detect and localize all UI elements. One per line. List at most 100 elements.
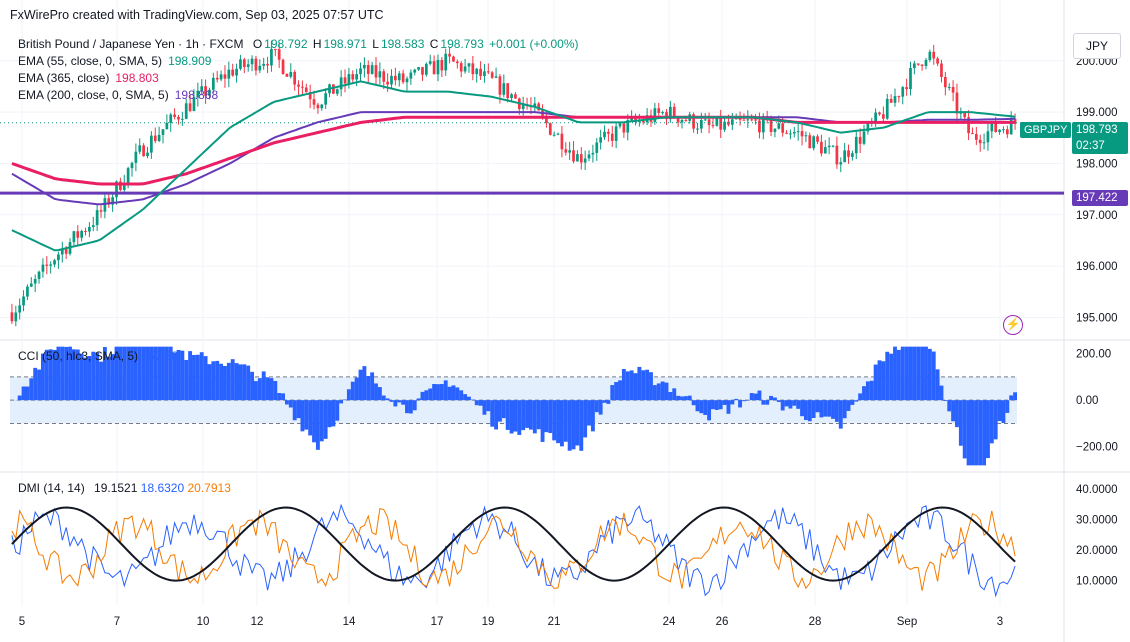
cci-bar xyxy=(428,388,433,401)
cci-bar xyxy=(308,400,313,436)
ema55-legend[interactable]: EMA (55, close, 0, SMA, 5) 198.909 xyxy=(18,53,211,69)
cci-tick-label: 0.00 xyxy=(1076,395,1098,407)
candle-body xyxy=(308,92,312,100)
candle-body xyxy=(436,59,440,75)
cci-bar xyxy=(556,400,560,444)
candle-body xyxy=(134,151,138,163)
cci-bar xyxy=(567,400,572,451)
cci-bar xyxy=(211,361,216,401)
cci-bar xyxy=(145,346,150,401)
cci-bar xyxy=(180,350,185,401)
candle-body xyxy=(146,152,149,157)
cci-bar xyxy=(943,400,948,402)
candle-body xyxy=(208,89,211,96)
cci-bar xyxy=(958,400,963,446)
candle-body xyxy=(719,117,723,130)
cci-bar xyxy=(397,400,402,403)
candle-body xyxy=(932,51,936,59)
candle-body xyxy=(126,168,130,184)
cci-legend[interactable]: CCI (50, hlc3, SMA, 5) −57.38 xyxy=(18,348,178,364)
cci-bar xyxy=(664,382,669,401)
candle-body xyxy=(746,119,750,121)
cci-bar xyxy=(455,387,460,401)
cci-bar xyxy=(765,400,770,405)
candle-body xyxy=(893,96,897,103)
cci-bar xyxy=(834,400,839,422)
cci-bar xyxy=(788,400,793,409)
cci-bar xyxy=(559,400,564,447)
plus-di-value: 18.6320 xyxy=(140,481,185,495)
candle-body xyxy=(839,162,843,165)
cci-bar xyxy=(753,393,758,401)
cci-bar xyxy=(238,364,243,401)
candle-body xyxy=(115,181,118,198)
candle-body xyxy=(521,104,525,110)
candle-body xyxy=(583,158,587,163)
flash-icon[interactable]: ⚡ xyxy=(1003,315,1023,335)
candle-body xyxy=(672,106,676,118)
candle-body xyxy=(467,63,471,67)
ema200-legend[interactable]: EMA (200, close, 0, SMA, 5) 198.868 xyxy=(18,87,218,103)
candle-body xyxy=(142,145,145,157)
candle-body xyxy=(897,96,901,98)
dmi-pane[interactable] xyxy=(11,503,1016,598)
cci-bar xyxy=(854,400,859,402)
cci-bar xyxy=(79,353,84,401)
cci-bar xyxy=(850,400,855,405)
candle-body xyxy=(475,68,479,75)
candle-body xyxy=(715,117,719,126)
cci-bar xyxy=(625,371,630,401)
candle-body xyxy=(862,131,866,144)
candle-body xyxy=(53,260,56,265)
cci-pane[interactable] xyxy=(10,346,1017,466)
candle-body xyxy=(823,147,827,154)
candle-body xyxy=(119,181,122,190)
cci-bar xyxy=(970,400,975,466)
price-pane[interactable] xyxy=(0,40,1064,327)
cci-bar xyxy=(389,400,394,402)
candle-body xyxy=(312,99,316,105)
candle-body xyxy=(560,133,564,150)
cci-bar xyxy=(377,387,382,401)
candle-body xyxy=(514,94,517,99)
candle-body xyxy=(165,122,169,130)
cci-bar xyxy=(52,349,57,401)
cci-bar xyxy=(982,400,987,466)
candle-body xyxy=(289,71,293,77)
cci-bar xyxy=(683,396,688,401)
candle-body xyxy=(316,104,320,109)
cci-bar xyxy=(532,400,537,434)
candle-body xyxy=(572,150,575,162)
cci-bar xyxy=(343,399,347,401)
candle-body xyxy=(920,64,924,67)
candle-body xyxy=(657,108,661,113)
cci-bar xyxy=(459,390,464,401)
ema365-legend[interactable]: EMA (365, close) 198.803 xyxy=(18,70,159,86)
cci-bar xyxy=(505,400,510,430)
candle-body xyxy=(785,132,788,134)
dmi-legend[interactable]: DMI (14, 14) 19.1521 18.6320 20.7913 xyxy=(18,480,231,496)
cci-bar xyxy=(25,386,30,401)
cci-bar xyxy=(68,346,72,401)
cci-bar xyxy=(811,400,816,419)
cci-bar xyxy=(226,362,231,401)
candle-body xyxy=(80,231,84,238)
cci-bar xyxy=(1009,395,1014,401)
change-value: +0.001 (+0.00%) xyxy=(489,37,579,51)
currency-button[interactable]: JPY xyxy=(1073,33,1121,59)
candle-body xyxy=(363,64,366,69)
candle-body xyxy=(60,248,64,255)
time-tick-label: 10 xyxy=(197,616,210,628)
candle-body xyxy=(781,123,785,133)
candle-body xyxy=(397,73,401,81)
candle-body xyxy=(533,103,537,108)
cci-bar xyxy=(536,400,541,430)
cci-tick-label: 200.00 xyxy=(1076,349,1111,361)
candle-body xyxy=(827,145,831,148)
cci-bar xyxy=(95,352,100,401)
candle-body xyxy=(409,72,413,79)
cci-bar xyxy=(91,351,96,401)
candle-body xyxy=(390,75,393,85)
cci-bar xyxy=(579,400,584,451)
